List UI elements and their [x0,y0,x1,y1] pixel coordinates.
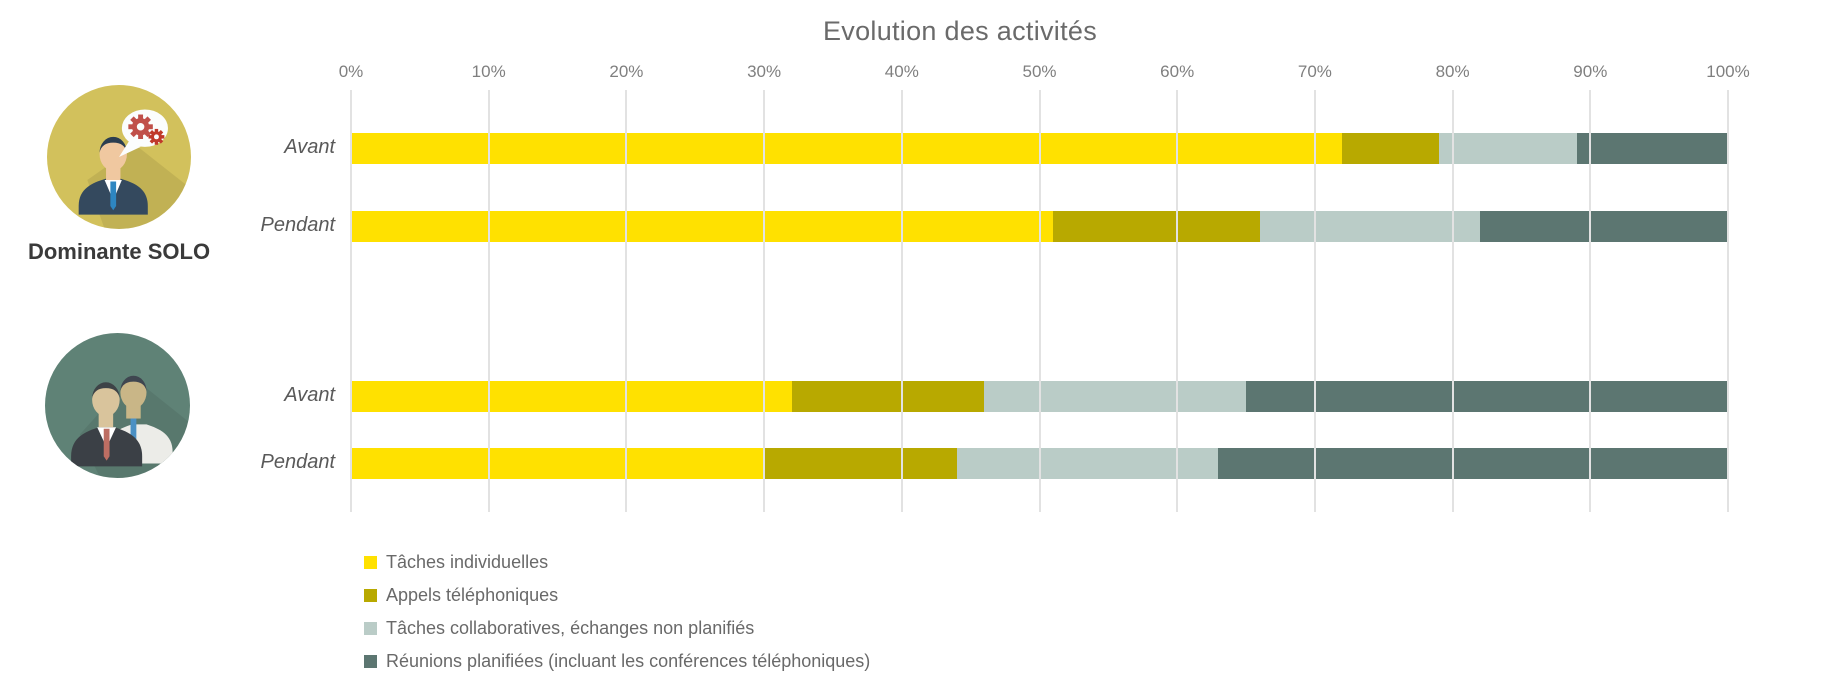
legend-item: Réunions planifiées (incluant les confér… [364,645,870,678]
bar-segment [1053,211,1260,242]
bar-segment [351,133,1343,164]
legend-label: Appels téléphoniques [386,585,559,605]
bar-row-label: Pendant [260,214,335,236]
bar-row-label: Avant [284,136,335,158]
x-axis-ticks: 0% 10% 20% 30% 40% 50% 60% 70% 80% 90% 100% [339,62,1750,86]
bar-segment [791,381,985,412]
bar-segment [956,448,1219,479]
legend-label: Tâches individuelles [386,552,549,572]
x-axis-tick-label: 40% [884,62,919,81]
gridline [900,90,903,512]
legend-swatch-icon [364,622,377,635]
legend: Tâches individuelles Appels téléphoniques… [364,546,870,678]
x-axis-tick-label: 100% [1706,62,1750,81]
gridline [1451,90,1454,512]
x-axis-tick-label: 0% [338,62,364,81]
x-axis-tick-label: 70% [1297,62,1332,81]
legend-item: Appels téléphoniques [364,579,870,612]
gridline [350,90,352,512]
bar-segment [351,211,1054,242]
legend-label: Tâches collaboratives, échanges non plan… [386,618,755,638]
x-axis-tick-label: 20% [609,62,644,81]
bar-row-label: Avant [284,384,335,406]
gridline [1313,90,1316,512]
bar-row [351,448,1728,479]
x-axis-tick-label: 50% [1022,62,1057,81]
x-axis-tick-label: 30% [747,62,782,81]
legend-swatch-icon [364,589,377,602]
gridline [1176,90,1179,512]
x-axis-tick-label: 60% [1160,62,1195,81]
two-men-icon [45,333,190,483]
gridline [625,90,628,512]
chart-title: Evolution des activités [822,16,1098,46]
bar-segment [1342,133,1439,164]
x-axis-tick-label: 80% [1435,62,1470,81]
gridline [1038,90,1041,512]
bar-segment [984,381,1247,412]
bar-segment [1576,133,1728,164]
bar-segment [1259,211,1481,242]
gridline [763,90,766,512]
group-label: Dominante SOLO [27,239,211,264]
bar-segment [1480,211,1728,242]
x-axis-tick-label: 10% [471,62,506,81]
legend-item: Tâches individuelles [364,546,870,579]
legend-item: Tâches collaboratives, échanges non plan… [364,612,870,645]
legend-swatch-icon [364,655,377,668]
gridline [1589,90,1592,512]
plot-area [350,90,1729,512]
bar-segment [764,448,957,479]
gridline [1727,90,1729,512]
x-axis-tick-label: 90% [1573,62,1608,81]
bar-row [351,381,1728,412]
bar-segment [1218,448,1728,479]
legend-swatch-icon [364,556,377,569]
bar-segment [1438,133,1577,164]
legend-label: Réunions planifiées (incluant les confér… [386,651,871,671]
man-with-gears-speech-bubble-icon [47,85,191,234]
bar-segment [351,448,765,479]
bar-row [351,211,1728,242]
gridline [487,90,490,512]
bar-segment [351,381,792,412]
bar-segment [1246,381,1728,412]
bar-row-label: Pendant [260,451,335,473]
